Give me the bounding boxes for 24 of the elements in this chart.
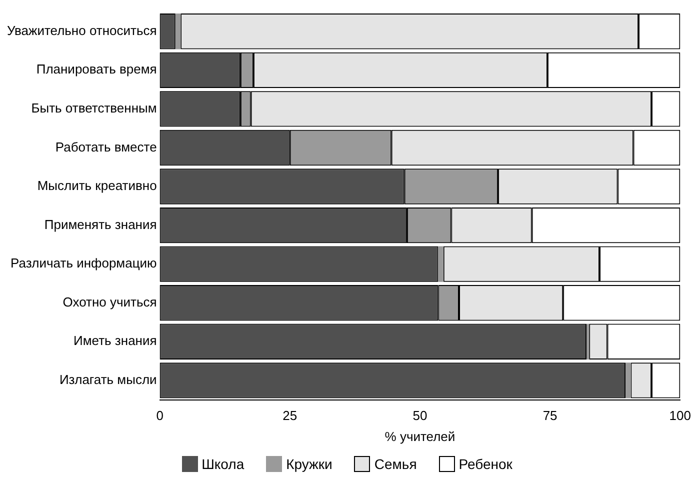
y-tick-label: Охотно учиться [62, 294, 157, 310]
x-tick-label: 0 [156, 408, 164, 424]
bar [626, 362, 631, 398]
x-tick-label: 50 [412, 408, 428, 424]
bar [586, 324, 590, 360]
y-tick-label: Работать вместе [55, 139, 157, 154]
y-tick-label: Мыслить креативно [37, 178, 157, 194]
x-axis-title: % учителей [384, 428, 456, 444]
x-tick-label: 25 [282, 408, 298, 424]
legend-label: Школа [202, 456, 244, 472]
bar [175, 14, 181, 50]
legend-label: Семья [374, 456, 417, 472]
y-tick-label: Быть ответственным [31, 100, 157, 116]
y-tick-label: Планировать время [36, 62, 157, 77]
y-tick-label: Применять знания [44, 216, 157, 232]
legend-label: Ребенок [458, 456, 512, 472]
y-tick-label: Излагать мысли [59, 372, 157, 387]
legend-label: Кружки [286, 456, 332, 472]
y-tick-label: Иметь знания [74, 333, 157, 348]
bar [438, 246, 444, 282]
x-tick-label: 75 [542, 408, 558, 424]
y-tick-label: Уважительно относиться [6, 22, 157, 38]
x-tick-label: 100 [669, 408, 692, 424]
y-tick-label: Различать информацию [10, 256, 158, 271]
